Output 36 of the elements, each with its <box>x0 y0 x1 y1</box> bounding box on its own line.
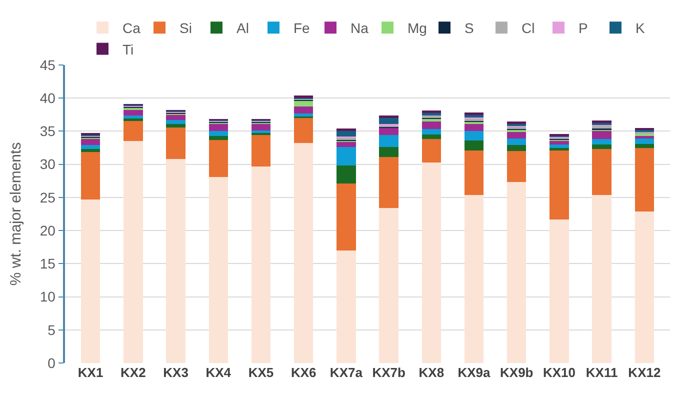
legend-label: P <box>578 20 588 36</box>
legend-label: S <box>464 20 474 36</box>
x-tick-label: KX9a <box>458 365 492 380</box>
legend-label: Al <box>236 20 249 36</box>
y-tick-label: 45 <box>40 56 56 73</box>
y-tick-label: 40 <box>40 90 56 106</box>
x-tick-label: KX12 <box>628 365 661 380</box>
y-tick-label: 35 <box>40 123 56 140</box>
legend-label: Fe <box>294 20 310 36</box>
x-tick-label: KX2 <box>120 365 146 380</box>
y-tick-label: 5 <box>48 322 56 338</box>
y-axis-title: % wt. major elements <box>8 142 25 286</box>
y-tick-label: 20 <box>40 222 56 238</box>
x-tick-label: KX11 <box>586 365 618 380</box>
x-tick-label: KX1 <box>78 365 104 380</box>
legend-label: Si <box>180 20 192 36</box>
y-tick-label: 30 <box>40 156 56 172</box>
x-tick-label: KX4 <box>206 365 232 380</box>
x-tick-label: KX7a <box>330 365 364 380</box>
x-tick-label: KX7b <box>372 365 406 380</box>
y-tick-label: 15 <box>40 256 56 272</box>
x-tick-label: KX9b <box>500 365 534 380</box>
y-tick-label: 10 <box>40 288 56 305</box>
x-tick-label: KX10 <box>542 365 576 380</box>
legend-label: Mg <box>408 20 427 36</box>
legend-label: Ti <box>122 41 134 58</box>
x-tick-label: KX3 <box>163 365 188 380</box>
y-tick-label: 0 <box>48 354 56 371</box>
legend-label: Cl <box>522 20 535 36</box>
legend-label: Na <box>350 20 369 36</box>
y-tick-label: 25 <box>40 189 56 206</box>
legend-label: Ca <box>122 20 141 36</box>
x-tick-label: KX6 <box>290 365 316 380</box>
x-tick-label: KX5 <box>248 365 274 380</box>
legend-label: K <box>636 20 646 36</box>
x-tick-label: KX8 <box>418 365 444 380</box>
